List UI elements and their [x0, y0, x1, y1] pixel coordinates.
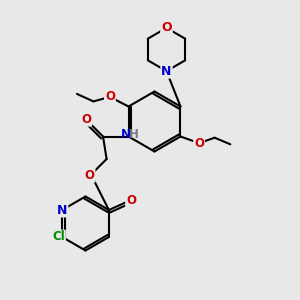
Text: H: H — [129, 128, 139, 141]
Text: N: N — [121, 128, 131, 141]
Text: O: O — [126, 194, 136, 207]
Text: O: O — [81, 112, 91, 126]
Text: O: O — [85, 169, 94, 182]
Text: Cl: Cl — [52, 230, 65, 244]
Text: O: O — [194, 136, 204, 150]
Text: O: O — [161, 21, 172, 34]
Text: N: N — [57, 203, 67, 217]
Text: N: N — [161, 64, 172, 78]
Text: O: O — [105, 90, 115, 104]
